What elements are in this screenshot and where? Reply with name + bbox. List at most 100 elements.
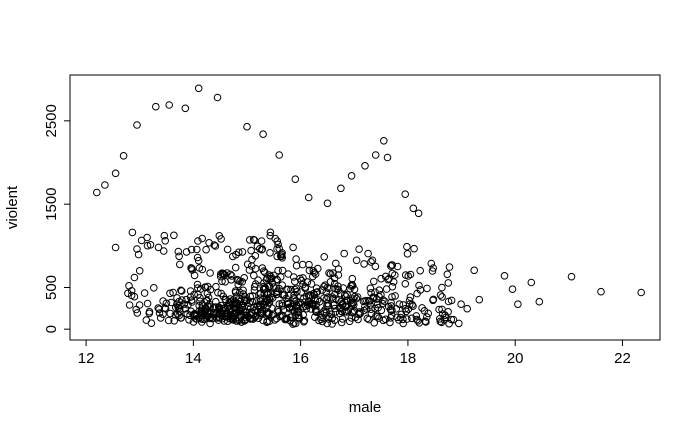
scatter-point: [457, 300, 465, 309]
scatter-point: [212, 282, 220, 291]
scatter-point: [111, 169, 120, 178]
scatter-point: [225, 314, 233, 322]
scatter-point: [290, 319, 298, 327]
scatter-point: [268, 279, 277, 287]
scatter-point: [245, 299, 253, 308]
scatter-point: [247, 246, 255, 255]
scatter-point: [220, 270, 228, 278]
scatter-point: [287, 285, 295, 294]
scatter-point: [328, 293, 337, 301]
scatter-point: [245, 266, 254, 274]
scatter-point: [371, 262, 380, 271]
scatter-point: [165, 101, 173, 109]
scatter-point: [145, 309, 154, 318]
scatter-point: [178, 296, 186, 304]
scatter-point: [267, 293, 275, 302]
scatter-point: [332, 259, 340, 268]
scatter-point: [415, 281, 423, 290]
scatter-point: [445, 263, 454, 271]
scatter-point: [135, 267, 144, 275]
scatter-point: [367, 305, 375, 314]
scatter-point: [449, 315, 458, 324]
scatter-point: [307, 280, 316, 288]
scatter-point: [175, 252, 183, 261]
scatter-point: [377, 274, 385, 283]
scatter-point: [133, 121, 141, 129]
scatter-point: [265, 294, 274, 303]
scatter-point: [133, 245, 141, 253]
y-axis-label: violent: [4, 185, 21, 229]
scatter-point: [234, 248, 243, 257]
scatter-point: [381, 315, 390, 324]
scatter-point: [213, 93, 222, 102]
scatter-point: [164, 316, 173, 325]
scatter-point: [284, 285, 292, 294]
scatter-point: [365, 315, 373, 324]
scatter-point: [254, 314, 263, 323]
scatter-point: [380, 297, 389, 306]
scatter-point: [367, 258, 375, 266]
scatter-point: [275, 300, 284, 308]
scatter-point: [211, 303, 220, 311]
scatter-point: [278, 266, 287, 275]
scatter-point: [289, 243, 297, 252]
scatter-point: [257, 237, 266, 245]
scatter-point: [475, 295, 484, 304]
scatter-point: [190, 311, 198, 320]
scatter-point: [274, 266, 282, 275]
scatter-point: [324, 315, 333, 323]
scatter-point: [176, 260, 184, 269]
scatter-point: [290, 295, 299, 303]
scatter-point: [326, 270, 335, 278]
scatter-point: [514, 300, 522, 309]
scatter-point: [500, 272, 509, 280]
scatter-point: [160, 231, 169, 240]
scatter-point: [206, 319, 214, 328]
scatter-point: [360, 306, 368, 315]
scatter-point: [399, 315, 407, 324]
scatter-point: [193, 253, 202, 262]
scatter-point: [424, 309, 433, 318]
scatter-point: [337, 318, 346, 327]
scatter-point: [166, 309, 175, 318]
scatter-point: [418, 304, 426, 312]
scatter-point: [211, 242, 220, 250]
scatter-point: [221, 295, 230, 304]
scatter-point: [301, 283, 309, 291]
scatter-point: [201, 283, 209, 291]
scatter-point: [161, 237, 169, 245]
scatter-point: [323, 302, 331, 310]
scatter-point: [401, 280, 410, 288]
scatter-point: [384, 275, 392, 284]
scatter-point: [295, 314, 304, 323]
scatter-point: [218, 277, 226, 286]
scatter-point: [352, 256, 361, 265]
scatter-point: [278, 299, 287, 308]
scatter-point: [154, 243, 163, 252]
scatter-point: [223, 269, 231, 277]
scatter-point: [331, 304, 339, 313]
x-tick-label: 16: [292, 350, 309, 367]
scatter-point: [177, 286, 185, 295]
scatter-point: [203, 289, 212, 298]
scatter-point: [249, 235, 258, 244]
scatter-point: [370, 277, 378, 286]
scatter-point: [146, 241, 155, 249]
scatter-point: [166, 289, 174, 298]
scatter-point: [193, 280, 202, 289]
scatter-point: [275, 284, 283, 293]
y-tick-label: 1500: [43, 187, 60, 220]
scatter-point: [443, 270, 452, 279]
scatter-point: [444, 297, 453, 306]
scatter-point: [373, 312, 382, 321]
scatter-point: [234, 276, 242, 285]
scatter-point: [270, 283, 278, 291]
scatter-point: [366, 284, 375, 293]
scatter-point: [214, 316, 223, 324]
scatter-point: [388, 269, 397, 278]
axis-ticks: 12 14 16 18 20 22 0 500 1500 2500: [43, 104, 631, 367]
scatter-point: [295, 300, 303, 309]
scatter-point: [423, 313, 431, 321]
scatter-point: [296, 298, 305, 307]
scatter-point: [143, 299, 152, 308]
